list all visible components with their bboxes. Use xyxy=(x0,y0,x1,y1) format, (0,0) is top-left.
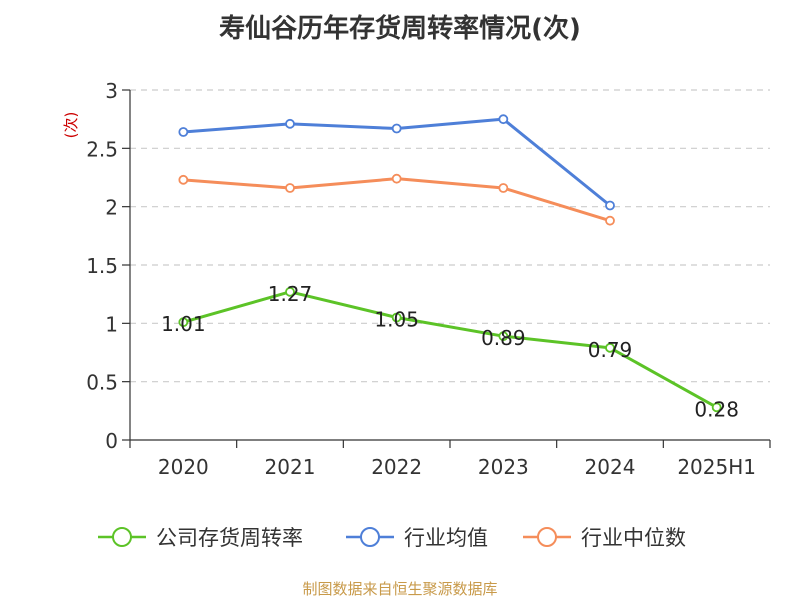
chart-title: 寿仙谷历年存货周转率情况(次) xyxy=(219,14,581,44)
legend-marker-industry-mean xyxy=(360,527,380,547)
company-turnover-point xyxy=(285,286,295,297)
y-tick-label: 2.5 xyxy=(86,137,118,161)
data-label: 1.05 xyxy=(374,308,419,332)
company-turnover-line xyxy=(182,290,718,409)
y-tick-label: 3 xyxy=(105,79,118,103)
industry-median-line xyxy=(183,177,611,223)
data-label: 1.01 xyxy=(161,312,206,336)
industry-mean-point xyxy=(285,118,295,129)
y-tick-label: 1 xyxy=(105,312,118,336)
company-turnover-point xyxy=(391,312,402,323)
legend-label-industry-mean: 行业均值 xyxy=(404,526,488,550)
x-tick-label: 2022 xyxy=(371,455,422,479)
industry-mean-point xyxy=(391,123,402,134)
industry-median-point xyxy=(498,183,509,193)
company-turnover-point xyxy=(178,317,189,328)
y-tick-label: 2 xyxy=(105,196,118,220)
x-tick-label: 2024 xyxy=(585,455,636,479)
company-turnover-point xyxy=(711,402,722,413)
y-tick-label: 1.5 xyxy=(86,254,118,278)
x-tick-label: 2021 xyxy=(265,455,316,479)
y-tick-label: 0.5 xyxy=(86,371,118,395)
industry-median-point xyxy=(605,215,615,226)
industry-median-point xyxy=(178,174,189,185)
industry-mean-point xyxy=(178,127,189,137)
company-turnover-point xyxy=(605,342,615,353)
data-label: 0.28 xyxy=(694,397,739,421)
industry-median-point xyxy=(285,183,295,193)
legend-label-company-turnover: 公司存货周转率 xyxy=(156,526,303,550)
data-label: 1.27 xyxy=(268,282,313,306)
x-tick-label: 2025H1 xyxy=(677,455,756,479)
company-turnover-point xyxy=(498,331,509,342)
x-tick-label: 2020 xyxy=(158,455,209,479)
y-tick-label: 0 xyxy=(105,429,118,453)
data-source-note: 制图数据来自恒生聚源数据库 xyxy=(302,580,498,598)
x-tick-label: 2023 xyxy=(478,455,529,479)
y-axis-label: (次) xyxy=(62,112,80,139)
data-label: 0.89 xyxy=(481,326,526,350)
industry-mean-point xyxy=(498,114,509,125)
legend-marker-company-turnover xyxy=(112,527,132,547)
industry-median-point xyxy=(391,173,402,184)
data-label: 0.79 xyxy=(588,338,633,362)
industry-mean-point xyxy=(605,200,615,211)
legend-label-industry-median: 行业中位数 xyxy=(581,526,686,550)
legend-marker-industry-median xyxy=(537,527,557,547)
